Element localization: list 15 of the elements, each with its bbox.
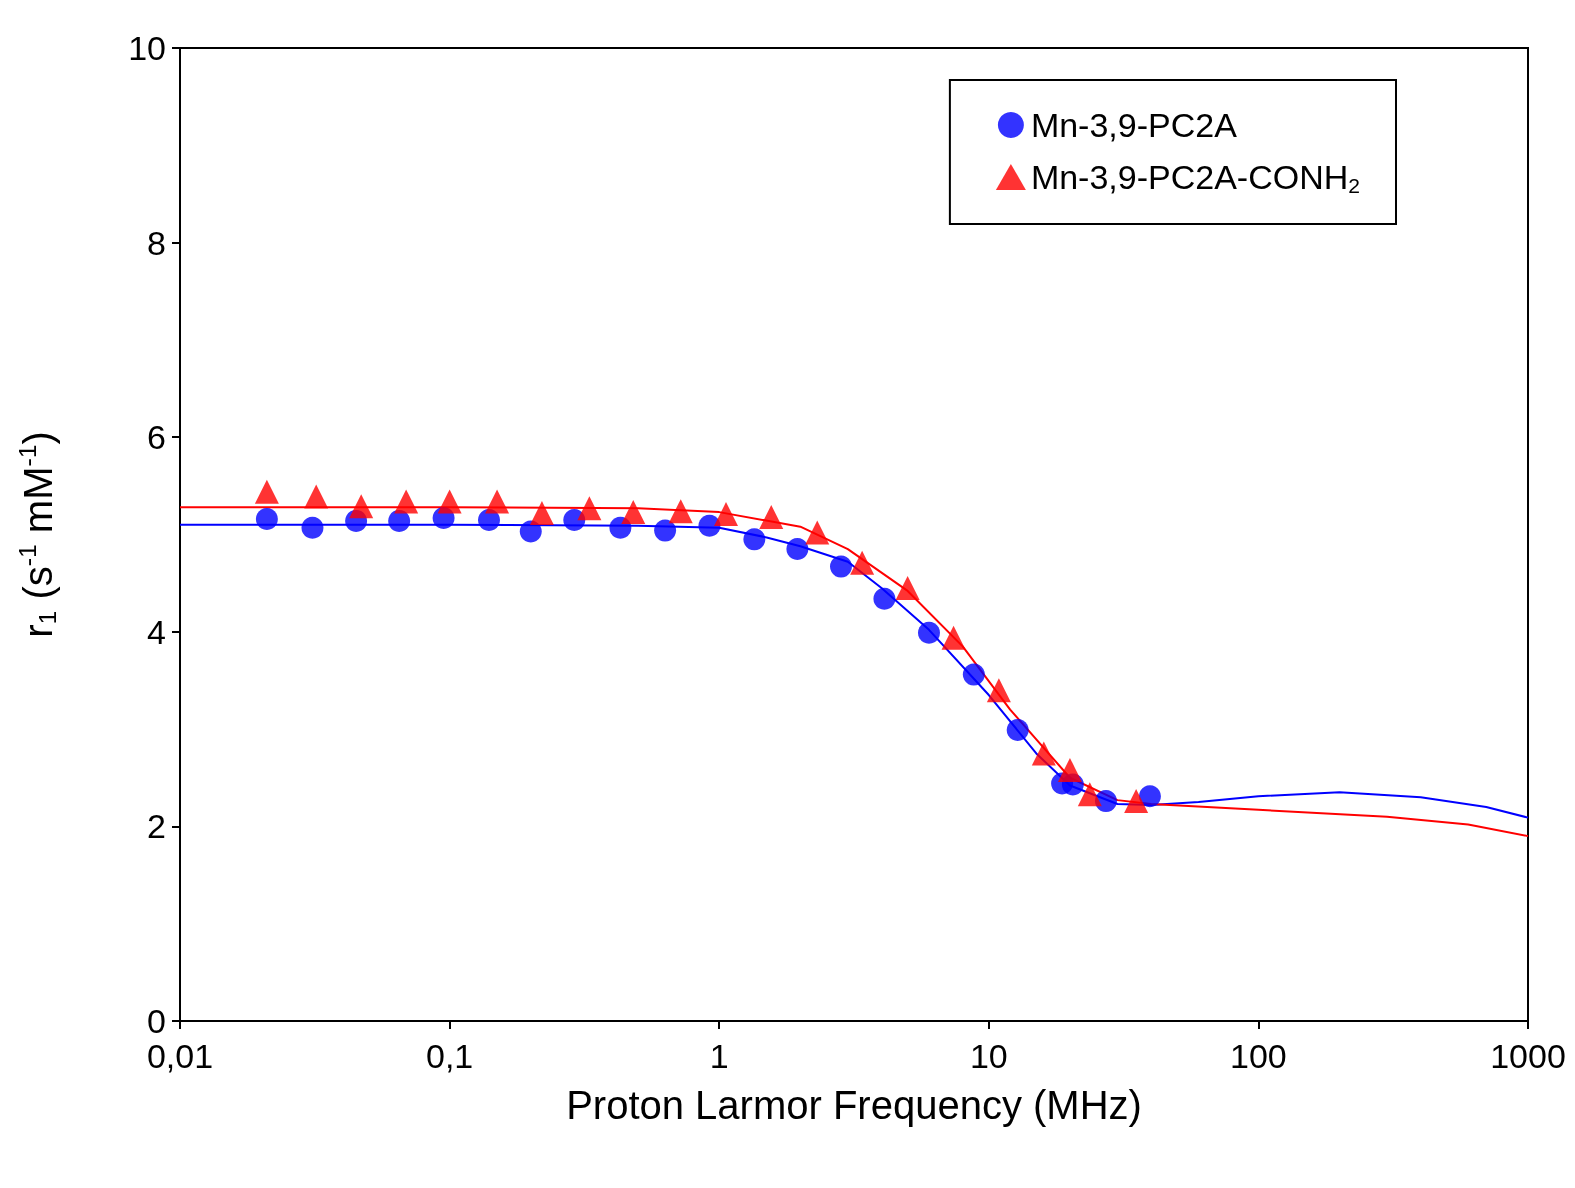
legend-label: Mn-3,9-PC2A	[1030, 106, 1238, 144]
x-tick-label: 10	[969, 1037, 1008, 1075]
x-tick-label: 0,01	[146, 1037, 214, 1075]
y-tick-label: 10	[128, 29, 166, 67]
x-tick-label: 1	[709, 1037, 729, 1075]
y-tick-label: 0	[147, 1002, 166, 1040]
y-tick-label: 4	[147, 612, 166, 651]
y-tick-label: 2	[147, 807, 166, 846]
y-tick-label: 6	[147, 418, 166, 457]
x-tick-label: 100	[1230, 1037, 1287, 1075]
y-axis-title: r1 (s-1 mM-1)	[14, 431, 61, 638]
y-tick-label: 8	[147, 223, 166, 262]
x-axis-title: Proton Larmor Frequency (MHz)	[566, 1083, 1142, 1127]
x-tick-label: 1000	[1490, 1037, 1566, 1075]
x-tick-label: 0,1	[425, 1037, 474, 1075]
